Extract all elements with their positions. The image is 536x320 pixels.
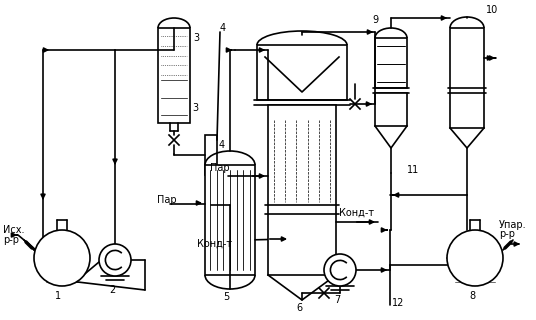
Text: Конд-т: Конд-т — [197, 239, 232, 249]
Bar — [158, 28, 190, 123]
Text: 3: 3 — [192, 103, 198, 113]
Text: 12: 12 — [392, 298, 404, 308]
Bar — [268, 105, 336, 275]
Text: Пар: Пар — [157, 195, 177, 205]
Bar — [205, 165, 255, 275]
Circle shape — [447, 230, 503, 286]
Text: 5: 5 — [223, 292, 229, 302]
Circle shape — [34, 230, 90, 286]
Text: 8: 8 — [469, 291, 475, 301]
Text: Упар.: Упар. — [499, 220, 527, 230]
Text: 7: 7 — [334, 295, 340, 305]
Text: 9: 9 — [372, 15, 378, 25]
Circle shape — [324, 254, 356, 286]
Text: 10: 10 — [486, 5, 498, 15]
Text: Исх.: Исх. — [3, 225, 25, 235]
Text: 4: 4 — [219, 140, 225, 150]
Circle shape — [99, 244, 131, 276]
Bar — [450, 28, 484, 128]
Text: р-р: р-р — [499, 229, 515, 239]
Text: 3: 3 — [193, 33, 199, 43]
Text: 2: 2 — [109, 285, 115, 295]
Bar — [257, 45, 347, 100]
Bar — [205, 135, 217, 175]
Bar — [375, 38, 407, 87]
Text: Пар: Пар — [210, 163, 229, 173]
Bar — [375, 93, 407, 126]
Text: Конд-т: Конд-т — [339, 208, 374, 218]
Text: 11: 11 — [407, 165, 419, 175]
Text: р-р: р-р — [3, 235, 19, 245]
Text: 1: 1 — [55, 291, 61, 301]
Text: 6: 6 — [296, 303, 302, 313]
Text: 4: 4 — [220, 23, 226, 33]
